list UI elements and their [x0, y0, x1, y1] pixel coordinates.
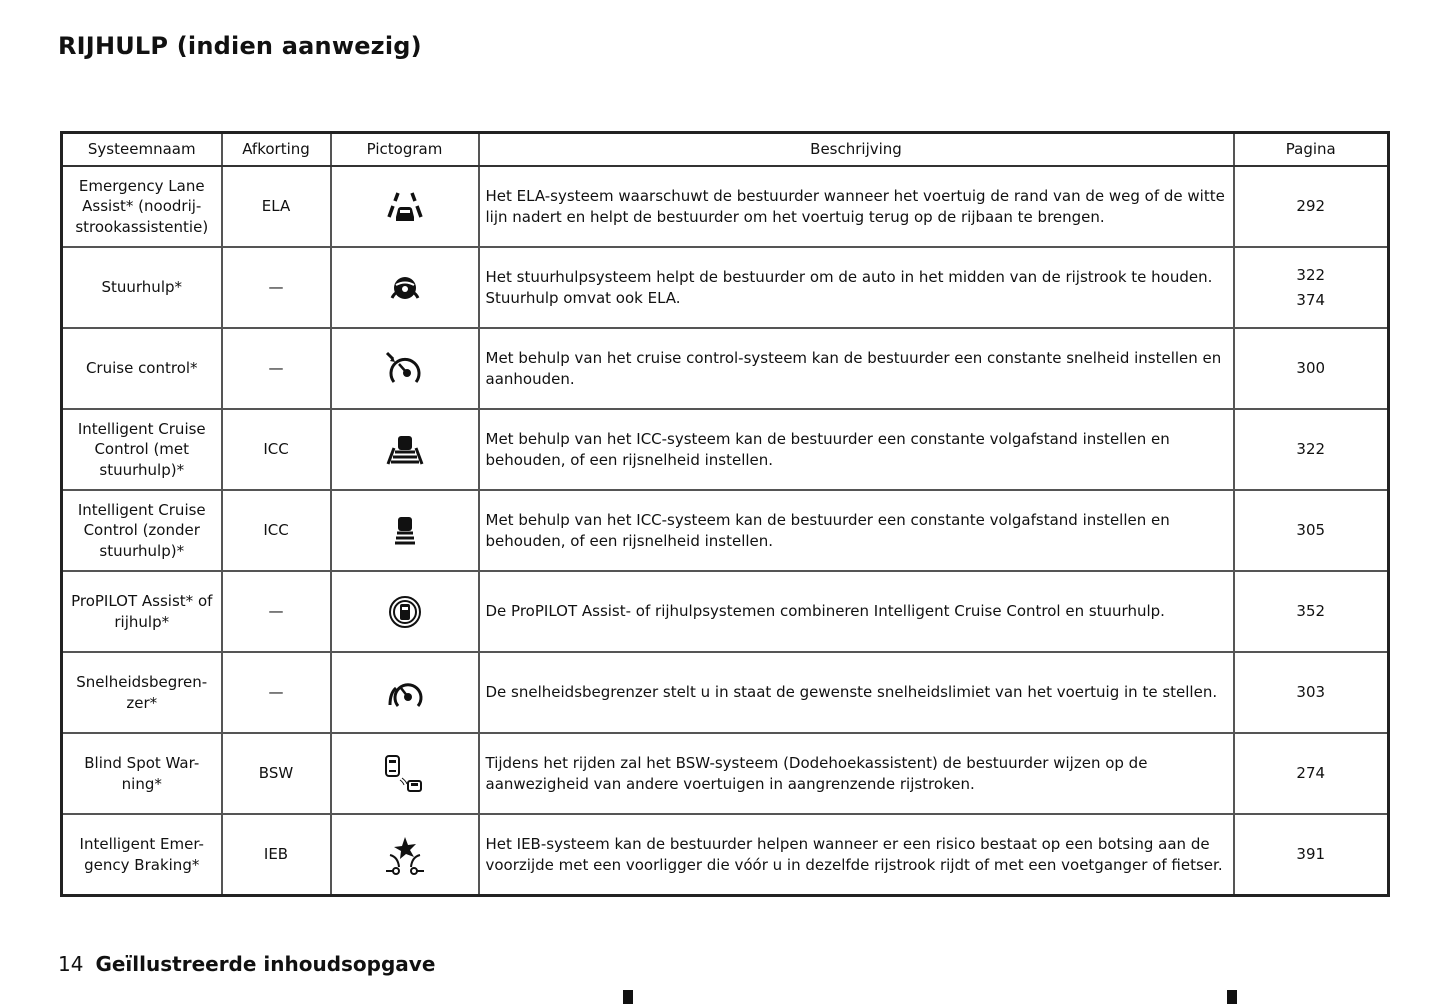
lane-departure-icon — [386, 191, 423, 221]
table-row: Emergency Lane Assist* (noodrij-strookas… — [60, 165, 1390, 248]
system-name: Blind Spot War-ning* — [60, 732, 223, 815]
section-title: Geïllustreerde inhoudsopgave — [95, 952, 436, 976]
cruise-control-icon — [385, 351, 420, 383]
icc-lane-icon — [386, 435, 423, 465]
pictogram — [329, 651, 480, 734]
page-ref: 391 — [1296, 845, 1326, 863]
page-ref: 322 — [1296, 265, 1326, 284]
description: Het IEB-systeem kan de bestuurder helpen… — [477, 813, 1235, 897]
page-ref: 374 — [1296, 290, 1326, 309]
description: Met behulp van het ICC-systeem kan de be… — [477, 489, 1235, 572]
system-name: Stuurhulp* — [60, 246, 223, 329]
page-ref: 322 — [1296, 440, 1326, 458]
blind-spot-icon — [384, 754, 422, 792]
page-refs: 303 — [1232, 651, 1390, 734]
system-name: Emergency Lane Assist* (noodrij-strookas… — [60, 165, 223, 248]
page-title: RIJHULP (indien aanwezig) — [58, 32, 422, 60]
table-row: Blind Spot War-ning* BSW Tijdens het rij… — [60, 732, 1390, 815]
page-refs: 305 — [1232, 489, 1390, 572]
description: Het ELA-systeem waarschuwt de bestuurder… — [477, 165, 1235, 248]
description: Met behulp van het cruise control-systee… — [477, 327, 1235, 410]
pictogram — [329, 489, 480, 572]
page-number: 14 — [58, 952, 84, 976]
header-description: Beschrijving — [477, 131, 1235, 167]
page-refs: 300 — [1232, 327, 1390, 410]
abbreviation: BSW — [220, 732, 332, 815]
page-ref: 292 — [1296, 197, 1326, 215]
header-system-name: Systeemnaam — [60, 131, 223, 167]
icc-icon — [394, 516, 415, 544]
emergency-braking-icon — [385, 836, 424, 875]
description: De ProPILOT Assist- of rijhulpsystemen c… — [477, 570, 1235, 653]
header-abbreviation: Afkorting — [220, 131, 332, 167]
page-ref: 305 — [1296, 521, 1326, 539]
page-refs: 292 — [1232, 165, 1390, 248]
system-name: Snelheidsbegren-zer* — [60, 651, 223, 734]
propilot-icon — [388, 595, 421, 628]
description: De snelheidsbegrenzer stelt u in staat d… — [477, 651, 1235, 734]
description: Met behulp van het ICC-systeem kan de be… — [477, 408, 1235, 491]
pictogram — [329, 813, 480, 897]
pictogram — [329, 732, 480, 815]
header-pictogram: Pictogram — [329, 131, 480, 167]
page-ref: 303 — [1296, 683, 1326, 701]
speed-limiter-icon — [388, 682, 422, 707]
pictogram — [329, 570, 480, 653]
abbreviation: — — [220, 327, 332, 410]
table-row: Stuurhulp* — Het stuurhulpsysteem helpt … — [60, 246, 1390, 329]
page-refs: 352 — [1232, 570, 1390, 653]
abbreviation: ICC — [220, 408, 332, 491]
page-ref: 300 — [1296, 359, 1326, 377]
abbreviation: ELA — [220, 165, 332, 248]
page-refs: 391 — [1232, 813, 1390, 897]
page-refs: 322 374 — [1232, 246, 1390, 329]
page-refs: 322 — [1232, 408, 1390, 491]
abbreviation: — — [220, 246, 332, 329]
system-name: ProPILOT Assist* of rijhulp* — [60, 570, 223, 653]
table-row: ProPILOT Assist* of rijhulp* — De ProPIL… — [60, 570, 1390, 653]
system-name: Intelligent Cruise Control (met stuurhul… — [60, 408, 223, 491]
page-refs: 274 — [1232, 732, 1390, 815]
table-row: Intelligent Emer-gency Braking* IEB Het … — [60, 813, 1390, 897]
pictogram — [329, 246, 480, 329]
table-row: Snelheidsbegren-zer* — De snelheidsbegre… — [60, 651, 1390, 734]
table-row: Intelligent Cruise Control (zonder stuur… — [60, 489, 1390, 572]
page-ref: 352 — [1296, 602, 1326, 620]
abbreviation: — — [220, 651, 332, 734]
abbreviation: ICC — [220, 489, 332, 572]
table-row: Cruise control* — Met behulp van het cru… — [60, 327, 1390, 410]
crop-mark — [1227, 990, 1237, 1004]
abbreviation: — — [220, 570, 332, 653]
page-ref: 274 — [1296, 764, 1326, 782]
pictogram — [329, 327, 480, 410]
page-footer: 14 Geïllustreerde inhoudsopgave — [58, 952, 435, 976]
system-name: Intelligent Cruise Control (zonder stuur… — [60, 489, 223, 572]
driver-assist-table: Systeemnaam Afkorting Pictogram Beschrij… — [60, 131, 1390, 897]
pictogram — [329, 165, 480, 248]
description: Het stuurhulpsysteem helpt de bestuurder… — [477, 246, 1235, 329]
description: Tijdens het rijden zal het BSW-systeem (… — [477, 732, 1235, 815]
steering-assist-icon — [390, 276, 419, 299]
system-name: Intelligent Emer-gency Braking* — [60, 813, 223, 897]
table-header-row: Systeemnaam Afkorting Pictogram Beschrij… — [60, 131, 1390, 167]
abbreviation: IEB — [220, 813, 332, 897]
crop-mark — [623, 990, 633, 1004]
system-name: Cruise control* — [60, 327, 223, 410]
table-row: Intelligent Cruise Control (met stuurhul… — [60, 408, 1390, 491]
header-page: Pagina — [1232, 131, 1390, 167]
pictogram — [329, 408, 480, 491]
